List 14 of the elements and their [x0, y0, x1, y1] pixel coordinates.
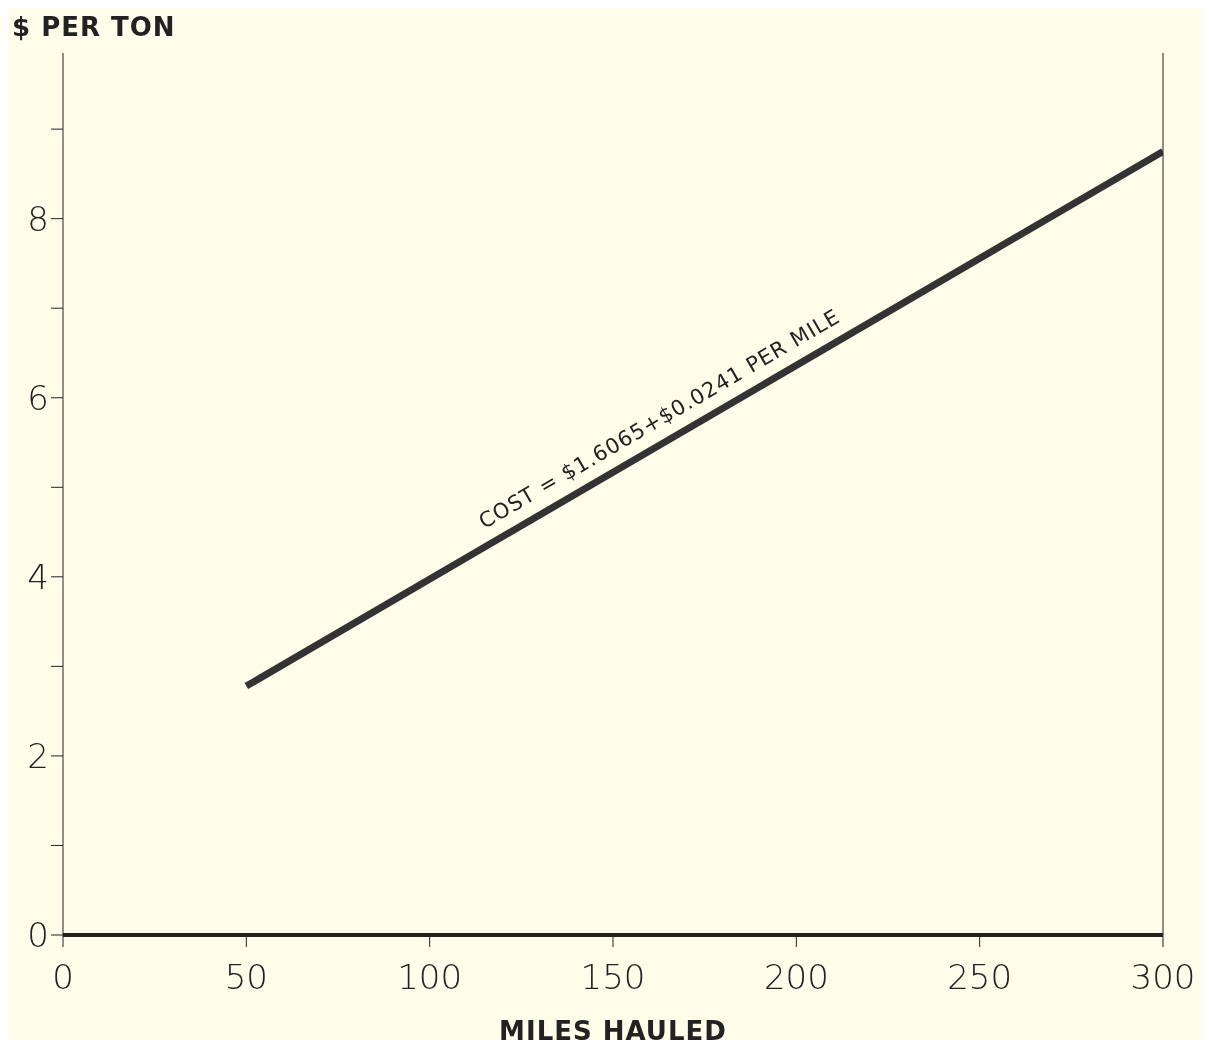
y-tick-label: 4: [27, 556, 49, 597]
x-tick-label: 0: [52, 957, 74, 998]
y-tick-label: 2: [27, 735, 49, 776]
x-axis-title: MILES HAULED: [499, 1016, 727, 1046]
y-tick-label: 0: [27, 915, 49, 956]
y-tick-label: 6: [27, 377, 49, 418]
x-tick-label: 250: [947, 957, 1013, 998]
x-tick-label: 100: [397, 957, 463, 998]
y-axis-title: $ PER TON: [12, 12, 176, 42]
x-tick-label: 200: [763, 957, 829, 998]
y-tick-label: 8: [27, 198, 49, 239]
x-tick-label: 150: [580, 957, 646, 998]
x-tick-label: 300: [1130, 957, 1196, 998]
x-tick-label: 50: [224, 957, 268, 998]
